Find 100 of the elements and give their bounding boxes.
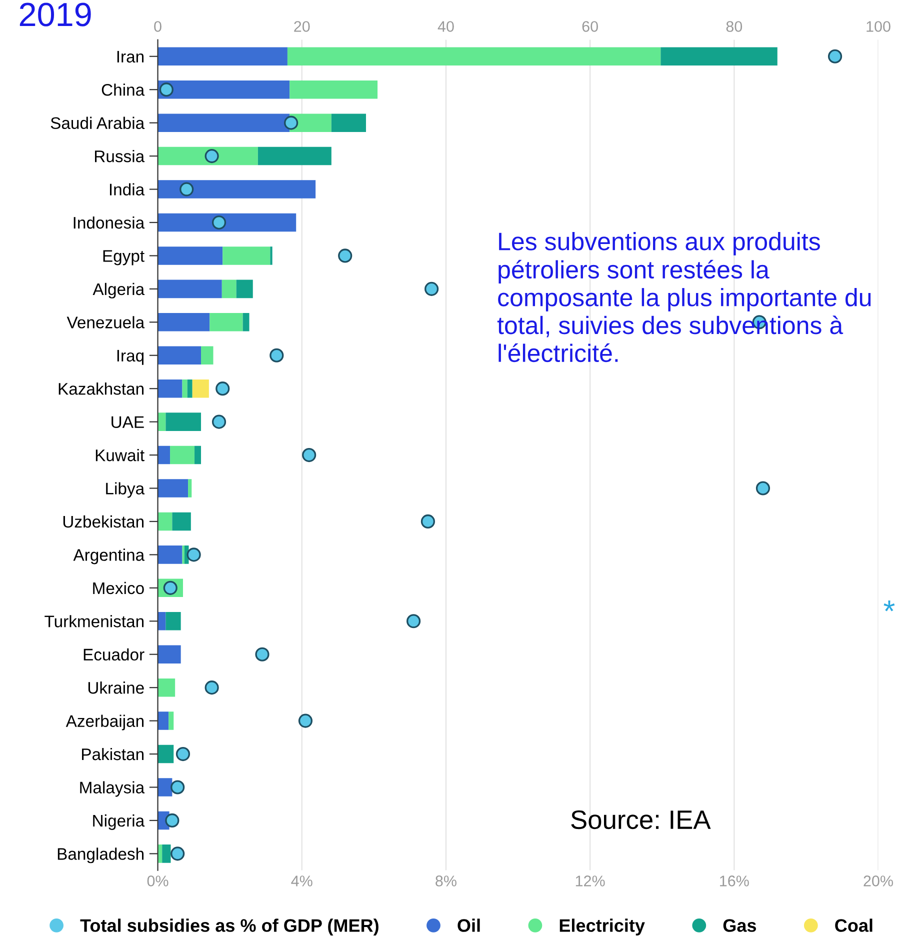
legend-label: Coal <box>835 918 872 932</box>
bar <box>158 280 222 298</box>
point <box>170 846 185 861</box>
bar <box>158 712 169 730</box>
point <box>186 548 201 562</box>
bar <box>182 379 188 398</box>
x2-tick-label: 20% <box>864 876 893 886</box>
y-tick-label: Ukraine <box>88 682 144 694</box>
point <box>212 414 226 429</box>
y-tick-label: China <box>102 84 145 96</box>
x-tick-label: 0 <box>154 21 162 32</box>
x2-tick-label: 0% <box>147 876 168 886</box>
y-tick-label: Indonesia <box>74 216 145 229</box>
point <box>165 813 180 828</box>
bar <box>158 446 170 464</box>
y-tick-label: Ecuador <box>84 648 144 661</box>
point <box>176 746 190 762</box>
bar <box>158 213 296 232</box>
bar <box>158 479 188 498</box>
x-tick-label: 60 <box>582 21 598 32</box>
y-tick-label: Egypt <box>103 250 144 266</box>
bar <box>158 180 316 198</box>
y-tick-label: Azerbaijan <box>66 714 144 730</box>
bar <box>158 313 210 332</box>
x-tick-label: 80 <box>726 21 742 32</box>
bar <box>210 313 243 332</box>
bar <box>158 744 174 764</box>
bar <box>172 512 191 531</box>
legend-label: Electricity <box>560 918 645 936</box>
y-tick-label: Venezuela <box>66 316 145 328</box>
point <box>204 680 219 695</box>
bar <box>162 844 171 863</box>
bar <box>158 114 290 132</box>
bar <box>194 446 202 464</box>
y-tick-label: Mexico <box>93 582 144 594</box>
bar <box>158 246 223 265</box>
bar <box>188 479 192 498</box>
x2-tick-label: 12% <box>576 876 605 886</box>
point <box>204 149 219 164</box>
y-tick-label: Malaysia <box>80 781 145 797</box>
bar <box>192 379 209 398</box>
point <box>298 714 313 728</box>
bar <box>222 280 236 298</box>
point <box>338 248 352 263</box>
bar <box>258 146 332 166</box>
bar <box>158 146 258 166</box>
x-tick-label: 20 <box>294 21 310 32</box>
bar <box>331 114 366 132</box>
point <box>284 116 298 130</box>
point <box>406 614 421 628</box>
point <box>420 514 435 529</box>
point <box>212 215 226 230</box>
y-tick-label: Kazakhstan <box>58 382 144 395</box>
bar <box>287 47 661 66</box>
y-tick-label: Kuwait <box>96 448 144 462</box>
x2-tick-label: 4% <box>291 876 312 886</box>
point <box>255 647 270 662</box>
x2-tick-label: 16% <box>720 876 749 886</box>
y-tick-label: Libya <box>106 482 145 498</box>
x2-tick-label: 8% <box>436 876 456 886</box>
bar <box>166 612 181 630</box>
bar <box>201 346 214 365</box>
legend-label: Gas <box>723 919 756 932</box>
legend-label: Total subsidies as % of GDP (MER) <box>80 918 378 936</box>
point <box>828 49 842 64</box>
y-tick-label: India <box>110 183 145 196</box>
point <box>302 448 316 462</box>
bar <box>222 246 270 265</box>
bar <box>158 47 288 66</box>
point <box>424 282 439 296</box>
annotation: Les subventions aux produits pétroliers sont restées la composante la plus importante du total, suivies des subventions à l'électricité. <box>497 232 871 362</box>
point <box>170 780 185 794</box>
point <box>216 382 230 396</box>
bar <box>158 512 172 531</box>
bar <box>166 412 202 431</box>
y-tick-label: Argentina <box>73 548 145 564</box>
y-tick-label: UAE <box>112 416 144 428</box>
y-tick-label: Algeria <box>92 282 145 298</box>
y-tick-label: Pakistan <box>82 748 144 760</box>
point <box>180 182 194 196</box>
text: 2019 <box>20 2 91 26</box>
bar <box>158 346 202 365</box>
y-tick-label: Nigeria <box>93 814 145 830</box>
x-tick-label: 40 <box>438 21 454 32</box>
y-tick-label: Iran <box>117 50 144 63</box>
bar <box>158 645 181 664</box>
annotation: Source: IEA <box>571 810 711 830</box>
bar <box>242 313 250 332</box>
bar <box>158 678 176 697</box>
bar <box>158 546 182 564</box>
bar <box>660 47 778 66</box>
x-tick-label: 100 <box>866 21 890 32</box>
bar <box>168 712 174 730</box>
y-tick-label: Bangladesh <box>58 848 144 864</box>
y-tick-label: Saudi Arabia <box>50 116 145 130</box>
bar <box>170 446 195 464</box>
point <box>270 348 284 362</box>
point <box>159 82 174 97</box>
bar <box>236 280 253 298</box>
bar <box>158 778 172 796</box>
